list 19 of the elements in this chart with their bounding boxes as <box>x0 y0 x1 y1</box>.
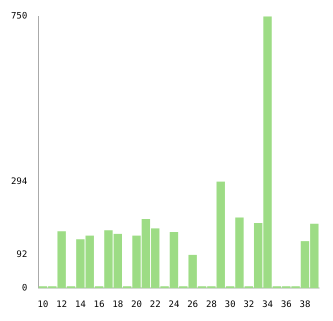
x-tick-label: 28 <box>206 300 217 310</box>
x-tick-label: 22 <box>150 300 161 310</box>
x-tick-label: 30 <box>224 300 236 310</box>
x-tick-label: 24 <box>168 300 180 310</box>
x-tick-label: 18 <box>112 300 124 310</box>
x-tick-label: 34 <box>262 300 273 310</box>
x-tick-label: 14 <box>74 300 86 310</box>
x-tick-label: 20 <box>131 300 142 310</box>
x-tick-label: 16 <box>94 300 105 310</box>
x-tick-label: 32 <box>243 300 254 310</box>
y-tick-label: 92 <box>16 250 28 260</box>
x-tick-label: 36 <box>280 300 292 310</box>
x-tick-label: 38 <box>300 300 310 310</box>
x-tick-label: 12 <box>56 300 68 310</box>
y-tick-label: 294 <box>10 177 28 187</box>
y-tick-label: 750 <box>10 12 28 22</box>
x-tick-label: 26 <box>187 300 198 310</box>
y-tick-label: 0 <box>22 284 28 294</box>
x-tick-label: 10 <box>38 300 48 310</box>
